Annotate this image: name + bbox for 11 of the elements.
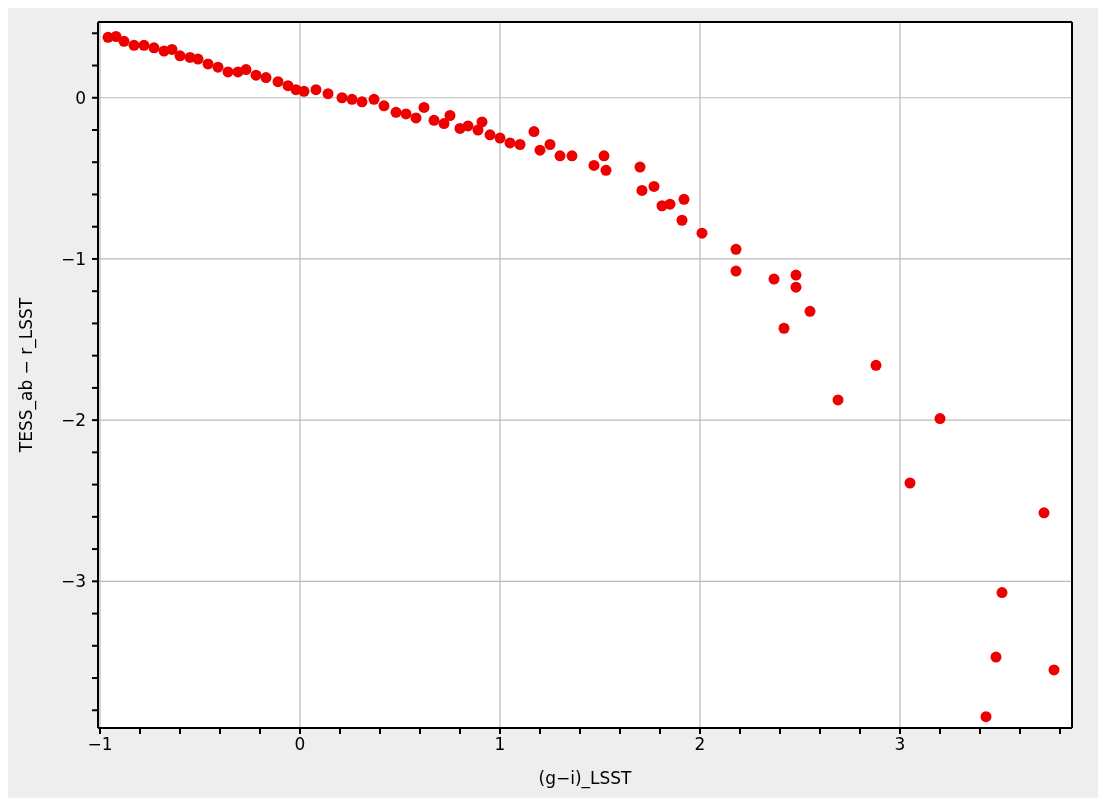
x-tick-label: 1 <box>494 734 506 754</box>
x-tick-label: 3 <box>894 734 906 754</box>
x-tick-label: 0 <box>294 734 306 754</box>
y-tick-label: 0 <box>75 87 86 108</box>
x-axis-title: (g−i)_LSST <box>538 768 633 789</box>
y-tick-label: −2 <box>60 410 86 431</box>
x-tick-label: −1 <box>87 734 113 754</box>
y-tick-label: −1 <box>60 248 86 269</box>
x-tick-label: 2 <box>694 734 706 754</box>
y-axis-title: TESS_ab − r_LSST <box>16 297 38 454</box>
y-tick-label: −3 <box>60 571 86 592</box>
